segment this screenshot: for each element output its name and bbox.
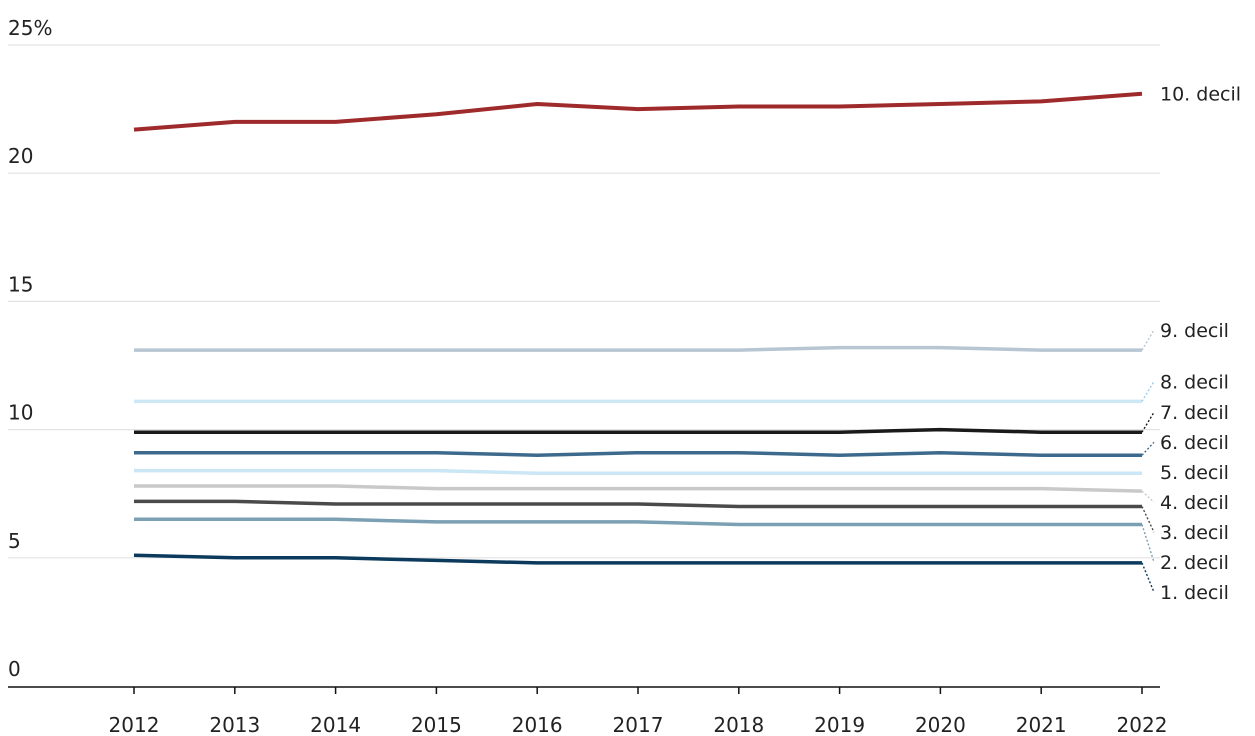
series-label: 3. decil <box>1160 522 1229 544</box>
label-leaders <box>1141 329 1155 593</box>
label-leader <box>1141 329 1155 351</box>
series-line <box>134 499 1142 509</box>
label-leader <box>1141 562 1155 593</box>
label-leader <box>1141 490 1155 503</box>
series-line <box>134 345 1142 352</box>
series-label: 5. decil <box>1160 462 1229 484</box>
label-leader <box>1141 381 1155 402</box>
y-axis-labels: 0 5 10 15 20 25% <box>8 16 52 681</box>
y-tick-label: 25% <box>8 16 52 40</box>
series-label: 10. decil <box>1160 84 1241 106</box>
y-tick-label: 0 <box>8 657 21 681</box>
x-tick-label: 2022 <box>1117 713 1168 736</box>
x-tick-label: 2021 <box>1016 713 1067 736</box>
x-tick-label: 2016 <box>512 713 563 736</box>
series-line <box>134 468 1142 475</box>
x-tick-label: 2013 <box>209 713 260 736</box>
series-line <box>134 427 1142 434</box>
series-line <box>134 450 1142 457</box>
x-axis: 2012 2013 2014 2015 2016 2017 2018 2019 2020 2021… <box>8 686 1168 736</box>
series-label: 9. decil <box>1160 320 1229 342</box>
y-tick-label: 20 <box>8 144 33 168</box>
label-leader <box>1141 524 1155 563</box>
series-line <box>133 553 1142 565</box>
x-tick-label: 2015 <box>411 713 462 736</box>
x-tick-label: 2017 <box>613 713 664 736</box>
series-line <box>133 91 1143 132</box>
x-tick-label: 2012 <box>109 713 160 736</box>
label-leader <box>1141 506 1155 533</box>
x-tick-label: 2018 <box>713 713 764 736</box>
y-tick-label: 5 <box>8 529 21 553</box>
x-tick-label: 2020 <box>915 713 966 736</box>
gridlines <box>8 44 1160 559</box>
series-labels: 10. decil 9. decil 8. decil 7. decil 6. deci… <box>1160 84 1241 605</box>
series-label: 8. decil <box>1160 371 1229 393</box>
label-leader <box>1141 441 1155 456</box>
series-label: 2. decil <box>1160 552 1229 574</box>
series-label: 7. decil <box>1160 402 1229 424</box>
series-lines <box>133 91 1143 565</box>
series-label: 4. decil <box>1160 492 1229 514</box>
y-tick-label: 15 <box>8 272 33 296</box>
series-line <box>134 517 1142 527</box>
series-label: 6. decil <box>1160 432 1229 454</box>
x-tick-label: 2014 <box>310 713 361 736</box>
y-tick-label: 10 <box>8 401 33 425</box>
series-line <box>134 484 1143 493</box>
x-tick-label: 2019 <box>814 713 865 736</box>
series-label: 1. decil <box>1160 582 1229 604</box>
